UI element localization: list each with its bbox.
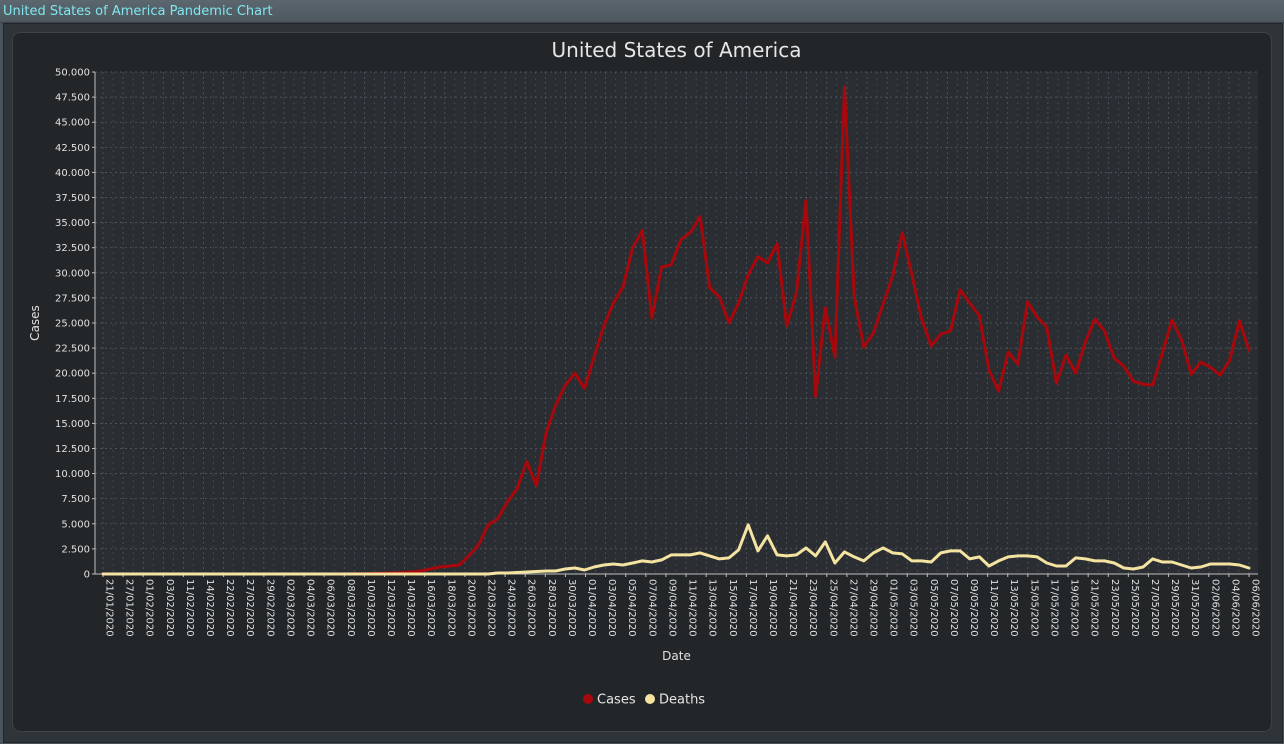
y-tick-label: 32.500 [55, 243, 90, 254]
x-tick-label: 21/05/2020 [1089, 579, 1100, 637]
legend-marker-cases [583, 694, 593, 704]
x-tick-label: 06/03/2020 [325, 579, 336, 637]
y-axis-label: Cases [28, 305, 42, 341]
x-tick-label: 17/04/2020 [747, 579, 758, 637]
legend-label-cases: Cases [597, 693, 636, 708]
y-tick-label: 25.000 [55, 319, 90, 330]
x-tick-label: 17/05/2020 [1048, 579, 1059, 637]
series-line-deaths [101, 523, 1251, 576]
legend: Cases Deaths [583, 693, 705, 708]
x-tick-label: 11/02/2020 [184, 579, 195, 637]
series-lines [101, 85, 1251, 576]
x-tick-label: 23/04/2020 [807, 579, 818, 637]
x-tick-label: 05/05/2020 [928, 579, 939, 637]
x-axis-ticks: 21/01/2020 27/01/2020 01/02/2020 03/02/2020… [102, 574, 1261, 637]
x-tick-label: 22/03/2020 [486, 579, 497, 637]
x-tick-label: 20/03/2020 [465, 579, 476, 637]
y-tick-label: 35.000 [55, 218, 90, 229]
x-tick-label: 21/01/2020 [104, 579, 115, 637]
x-tick-label: 08/03/2020 [345, 579, 356, 637]
y-tick-label: 15.000 [55, 419, 90, 430]
y-tick-label: 40.000 [55, 168, 90, 179]
y-tick-label: 22.500 [55, 344, 90, 355]
x-tick-label: 31/05/2020 [1189, 579, 1200, 637]
y-tick-label: 27.500 [55, 293, 90, 304]
x-tick-label: 25/05/2020 [1129, 579, 1140, 637]
chart-title: United States of America [552, 38, 802, 62]
y-tick-label: 30.000 [55, 268, 90, 279]
x-tick-label: 22/02/2020 [224, 579, 235, 637]
x-tick-label: 01/02/2020 [144, 579, 155, 637]
x-tick-label: 05/04/2020 [626, 579, 637, 637]
x-tick-label: 02/03/2020 [284, 579, 295, 637]
x-tick-label: 01/04/2020 [586, 579, 597, 637]
x-tick-label: 09/05/2020 [968, 579, 979, 637]
x-axis-label: Date [662, 649, 691, 663]
x-tick-label: 02/06/2020 [1209, 579, 1220, 637]
x-tick-label: 06/06/2020 [1250, 579, 1261, 637]
y-tick-label: 0 [84, 570, 90, 581]
x-tick-label: 03/02/2020 [164, 579, 175, 637]
chart-panel: United States of America 0 2.500 5.000 7.50… [12, 32, 1272, 732]
line-chart: United States of America 0 2.500 5.000 7.50… [28, 38, 1261, 708]
x-tick-label: 25/04/2020 [827, 579, 838, 637]
x-tick-label: 27/05/2020 [1149, 579, 1160, 637]
y-tick-label: 42.500 [55, 143, 90, 154]
y-tick-label: 12.500 [55, 444, 90, 455]
x-tick-label: 16/03/2020 [425, 579, 436, 637]
y-tick-label: 47.500 [55, 93, 90, 104]
y-tick-label: 37.500 [55, 193, 90, 204]
x-tick-label: 30/03/2020 [566, 579, 577, 637]
legend-label-deaths: Deaths [659, 693, 705, 708]
x-tick-label: 11/04/2020 [687, 579, 698, 637]
x-tick-label: 12/03/2020 [385, 579, 396, 637]
y-tick-label: 17.500 [55, 394, 90, 405]
x-tick-label: 23/05/2020 [1109, 579, 1120, 637]
x-tick-label: 27/01/2020 [124, 579, 135, 637]
y-tick-label: 20.000 [55, 369, 90, 380]
x-tick-label: 15/04/2020 [727, 579, 738, 637]
x-tick-label: 27/02/2020 [244, 579, 255, 637]
x-tick-label: 13/05/2020 [1008, 579, 1019, 637]
y-tick-label: 7.500 [61, 494, 90, 505]
x-tick-label: 09/04/2020 [666, 579, 677, 637]
x-tick-label: 07/04/2020 [646, 579, 657, 637]
x-tick-label: 29/02/2020 [264, 579, 275, 637]
x-tick-label: 24/03/2020 [506, 579, 517, 637]
x-tick-label: 04/06/2020 [1229, 579, 1240, 637]
x-tick-label: 29/05/2020 [1169, 579, 1180, 637]
x-tick-label: 14/03/2020 [405, 579, 416, 637]
x-tick-label: 29/04/2020 [868, 579, 879, 637]
y-tick-label: 10.000 [55, 469, 90, 480]
x-tick-label: 04/03/2020 [305, 579, 316, 637]
window-titlebar: United States of America Pandemic Chart [0, 0, 1284, 23]
x-tick-label: 03/04/2020 [606, 579, 617, 637]
y-tick-label: 5.000 [61, 519, 90, 530]
x-tick-label: 03/05/2020 [908, 579, 919, 637]
y-tick-label: 2.500 [61, 544, 90, 555]
x-tick-label: 15/05/2020 [1028, 579, 1039, 637]
x-tick-label: 13/04/2020 [707, 579, 718, 637]
x-tick-label: 21/04/2020 [787, 579, 798, 637]
x-tick-label: 27/04/2020 [847, 579, 858, 637]
y-tick-label: 45.000 [55, 118, 90, 129]
x-tick-label: 19/04/2020 [767, 579, 778, 637]
x-tick-label: 07/05/2020 [948, 579, 959, 637]
x-tick-label: 28/03/2020 [546, 579, 557, 637]
x-tick-label: 11/05/2020 [988, 579, 999, 637]
x-tick-label: 01/05/2020 [888, 579, 899, 637]
x-tick-label: 19/05/2020 [1069, 579, 1080, 637]
window-title: United States of America Pandemic Chart [3, 4, 273, 19]
x-tick-label: 18/03/2020 [445, 579, 456, 637]
x-tick-label: 10/03/2020 [365, 579, 376, 637]
y-axis-ticks: 0 2.500 5.000 7.500 10.000 12.500 15.000 17.500… [55, 68, 95, 581]
y-tick-label: 50.000 [55, 68, 90, 79]
legend-marker-deaths [645, 694, 655, 704]
x-tick-label: 14/02/2020 [204, 579, 215, 637]
x-tick-label: 26/03/2020 [526, 579, 537, 637]
